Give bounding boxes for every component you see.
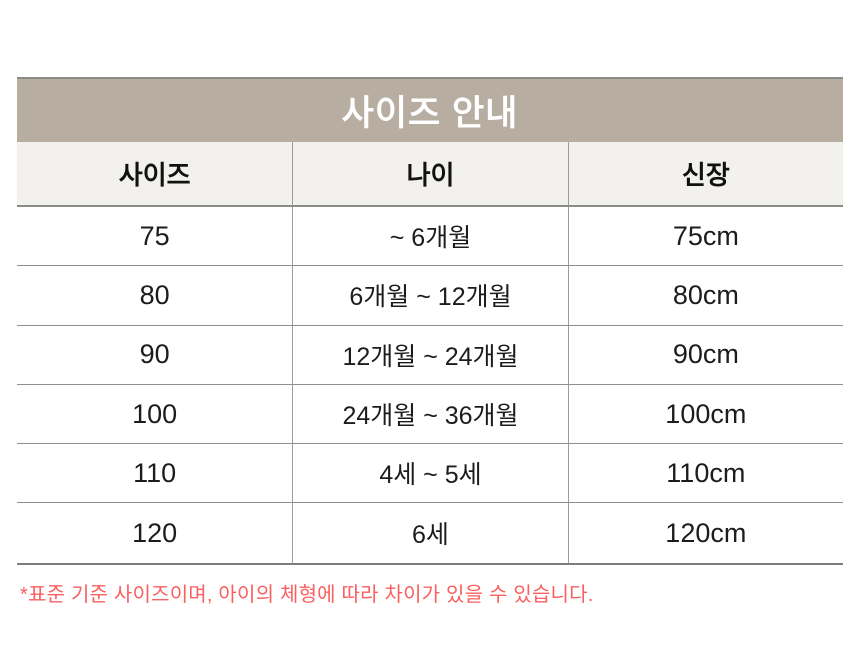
cell-age: 12개월 ~ 24개월	[292, 325, 567, 384]
table-row: 110 4세 ~ 5세 110cm	[17, 444, 843, 504]
size-guide-table: 사이즈 안내 사이즈 나이 신장 75 ~ 6개월 75cm 80 6개월 ~ …	[17, 77, 843, 565]
table-title: 사이즈 안내	[341, 94, 519, 133]
table-row: 120 6세 120cm	[17, 503, 843, 563]
table-row: 75 ~ 6개월 75cm	[17, 207, 843, 267]
cell-age: 4세 ~ 5세	[292, 444, 567, 503]
table-title-bar: 사이즈 안내	[17, 77, 843, 142]
table-row: 100 24개월 ~ 36개월 100cm	[17, 384, 843, 445]
cell-size: 90	[139, 339, 170, 370]
cell-age: 6개월 ~ 12개월	[292, 266, 567, 325]
cell-height: 100cm	[567, 384, 843, 444]
column-header-age: 나이	[292, 142, 567, 205]
cell-height: 110cm	[567, 444, 843, 503]
cell-size: 80	[139, 279, 170, 310]
cell-size: 110	[133, 457, 177, 488]
cell-age: 24개월 ~ 36개월	[292, 384, 567, 444]
column-header-height: 신장	[567, 142, 843, 205]
table-row: 80 6개월 ~ 12개월 80cm	[17, 266, 843, 326]
table-body: 75 ~ 6개월 75cm 80 6개월 ~ 12개월 80cm 90 12개월…	[17, 207, 843, 565]
table-row: 90 12개월 ~ 24개월 90cm	[17, 325, 843, 385]
cell-height: 75cm	[567, 207, 843, 266]
cell-size: 100	[132, 398, 178, 429]
cell-height: 120cm	[567, 503, 843, 563]
size-disclaimer-note: *표준 기준 사이즈이며, 아이의 체형에 따라 차이가 있을 수 있습니다.	[20, 584, 594, 606]
table-header-row: 사이즈 나이 신장	[17, 142, 843, 207]
cell-size: 75	[139, 220, 170, 251]
cell-height: 90cm	[567, 325, 843, 384]
column-header-size: 사이즈	[118, 160, 191, 190]
cell-height: 80cm	[567, 266, 843, 325]
cell-size: 120	[132, 517, 178, 548]
cell-age: 6세	[292, 503, 567, 563]
cell-age: ~ 6개월	[292, 207, 567, 266]
